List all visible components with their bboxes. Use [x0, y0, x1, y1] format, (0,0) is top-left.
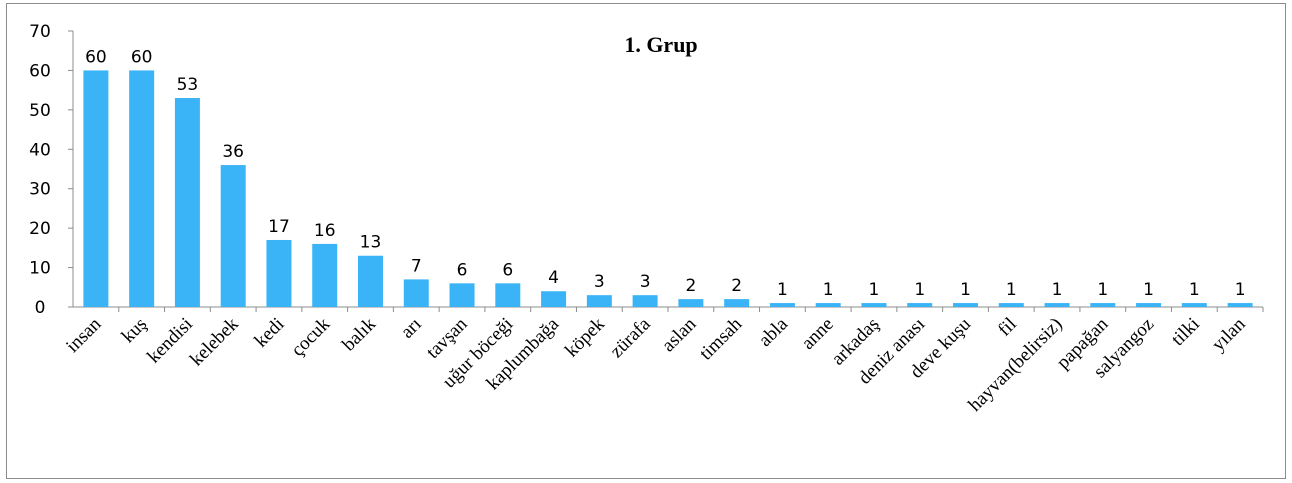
data-label: 1 [1235, 280, 1246, 300]
category-label: insan [62, 313, 106, 357]
data-label: 2 [731, 276, 742, 296]
bar [312, 243, 338, 307]
bar [953, 303, 978, 307]
bar [541, 291, 567, 307]
bar [403, 279, 429, 307]
data-label: 1 [914, 280, 925, 300]
bar [1136, 303, 1162, 307]
bar [632, 295, 658, 307]
bar [998, 303, 1024, 307]
bar [815, 303, 841, 307]
bar [266, 239, 292, 307]
data-label: 36 [222, 142, 244, 162]
bar [724, 299, 750, 307]
bar [1044, 303, 1070, 307]
data-label: 2 [685, 276, 696, 296]
data-label: 17 [268, 217, 290, 237]
bar [907, 303, 933, 307]
y-tick-label: 70 [29, 22, 51, 42]
y-tick-label: 50 [29, 101, 51, 121]
bar [1090, 303, 1116, 307]
data-label: 60 [131, 47, 153, 67]
data-label: 1 [1006, 280, 1017, 300]
data-label: 3 [640, 272, 651, 292]
category-label: kelebek [186, 313, 243, 370]
y-tick-label: 20 [29, 219, 51, 239]
bars [83, 70, 1264, 312]
data-label: 6 [457, 260, 468, 280]
data-label: 7 [411, 256, 422, 276]
category-label: kuş [118, 314, 152, 348]
y-tick-label: 0 [35, 298, 46, 318]
bar [358, 255, 383, 307]
data-label: 1 [1097, 280, 1108, 300]
data-label: 3 [594, 272, 605, 292]
data-label: 60 [85, 47, 107, 67]
data-label: 1 [960, 280, 971, 300]
y-axis-ticks: 0 10 20 30 40 50 60 70 [29, 22, 73, 318]
chart-frame: 1. Grup 0 10 20 30 40 50 60 70 60 60 53 36 17 16 13 7 6… [6, 3, 1286, 479]
axes [72, 31, 1263, 308]
data-label: 13 [360, 233, 382, 253]
bar [1227, 303, 1253, 307]
bar [1181, 303, 1207, 307]
category-label: yılan [1208, 313, 1250, 355]
y-tick-label: 60 [29, 61, 51, 81]
category-label: abla [755, 313, 793, 351]
category-label: arı [397, 314, 426, 343]
category-label: anne [798, 314, 838, 354]
data-labels: 60 60 53 36 17 16 13 7 6 6 4 3 3 2 2 1 1 1 1 1 1 1 1 1 1 1 [85, 47, 1245, 300]
data-label: 4 [548, 268, 559, 288]
chart-title: 1. Grup [624, 32, 697, 57]
data-label: 1 [869, 280, 880, 300]
bar [586, 295, 612, 307]
bar [83, 70, 109, 307]
category-label: köpek [561, 313, 609, 361]
data-label: 53 [177, 75, 199, 95]
data-label: 1 [1052, 280, 1063, 300]
bar [174, 98, 200, 308]
category-label: balık [338, 313, 380, 355]
bar [769, 303, 795, 307]
data-label: 1 [777, 280, 788, 300]
data-label: 6 [502, 260, 513, 280]
category-label: zürafa [606, 313, 655, 362]
bar [861, 303, 887, 307]
y-tick-label: 10 [29, 259, 51, 279]
category-label: tilki [1167, 314, 1204, 351]
bar [678, 299, 704, 307]
data-label: 1 [823, 280, 834, 300]
data-label: 16 [314, 221, 336, 241]
category-label: çocuk [287, 313, 334, 360]
category-label: fil [994, 314, 1021, 341]
y-tick-label: 40 [29, 140, 51, 160]
bar [449, 283, 475, 307]
category-label: timsah [696, 313, 747, 364]
data-label: 1 [1189, 280, 1200, 300]
category-label: kedi [251, 314, 289, 352]
data-label: 1 [1143, 280, 1154, 300]
bar [495, 283, 521, 307]
y-tick-label: 30 [29, 180, 51, 200]
bar [129, 70, 155, 307]
bar [220, 165, 246, 307]
